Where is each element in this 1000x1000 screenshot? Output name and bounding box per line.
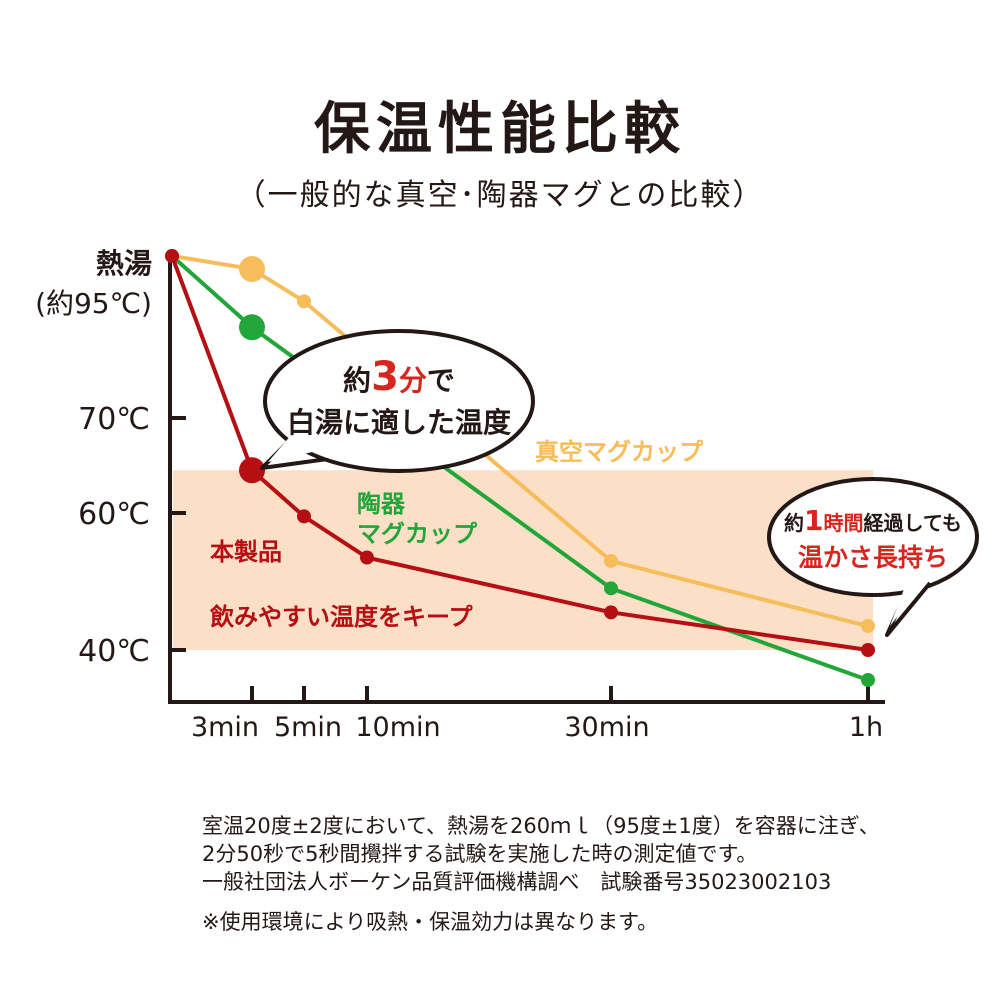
series-label-vacuum: 真空マグカップ — [535, 438, 704, 466]
y-tick-label: 40℃ — [78, 634, 150, 669]
data-point — [604, 605, 618, 620]
x-tick-label: 3min — [191, 712, 259, 743]
data-point — [239, 314, 265, 341]
test-notes: 室温20度±2度において、熱湯を260ｍｌ（95度±1度）を容器に注ぎ、 2分5… — [202, 812, 982, 936]
callout-3min-line1: 約3分で — [343, 354, 455, 400]
x-tick-label: 10min — [355, 712, 440, 743]
note-line-3: 一般社団法人ボーケン品質評価機構調べ 試験番号35023002103 — [202, 870, 832, 894]
comfort-band — [173, 470, 873, 650]
x-tick-label: 5min — [274, 712, 342, 743]
chart-title: 保温性能比較 — [314, 97, 686, 162]
y-tick-label: 熱湯 — [96, 247, 152, 280]
callout-bubble — [767, 477, 979, 597]
chart-subtitle: （一般的な真空･陶器マグとの比較） — [235, 178, 765, 213]
callout-3min-line2: 白湯に適した温度 — [287, 406, 511, 439]
data-point — [239, 457, 265, 484]
x-tick-label: 1h — [849, 712, 883, 743]
data-point — [297, 509, 311, 524]
callout-tail-fill — [268, 434, 330, 462]
note-line-1: 室温20度±2度において、熱湯を260ｍｌ（95度±1度）を容器に注ぎ、 — [202, 814, 880, 838]
y-tick-label: 70℃ — [78, 402, 150, 437]
callout-bubble — [263, 329, 535, 473]
data-point — [604, 581, 618, 596]
callout-1h-line1: 約1時間経過しても — [784, 504, 962, 537]
caution-note: ※使用環境により吸熱・保温効力は異なります。 — [202, 910, 659, 934]
data-point — [861, 673, 875, 687]
data-point — [239, 255, 265, 282]
data-point — [861, 619, 875, 634]
data-point — [165, 249, 179, 263]
y-tick-label: 60℃ — [78, 497, 150, 532]
data-point — [604, 553, 618, 568]
series-label-product: 本製品 — [210, 538, 282, 566]
series-label-ceramic: マグカップ — [357, 520, 478, 548]
x-tick-label: 30min — [564, 712, 649, 743]
y-tick-label: (約95℃) — [35, 287, 152, 320]
data-point — [360, 550, 374, 565]
note-line-2: 2分50秒で5秒間攪拌する試験を実施した時の測定値です。 — [202, 842, 758, 866]
band-label: 飲みやすい温度をキープ — [209, 603, 474, 631]
callout-1h-line2: 温かさ長持ち — [798, 543, 948, 572]
series-line — [170, 255, 869, 652]
data-point — [297, 294, 311, 309]
callout-tail-fill — [890, 580, 926, 626]
series-label-ceramic: 陶器 — [357, 490, 406, 518]
data-point — [861, 643, 875, 657]
